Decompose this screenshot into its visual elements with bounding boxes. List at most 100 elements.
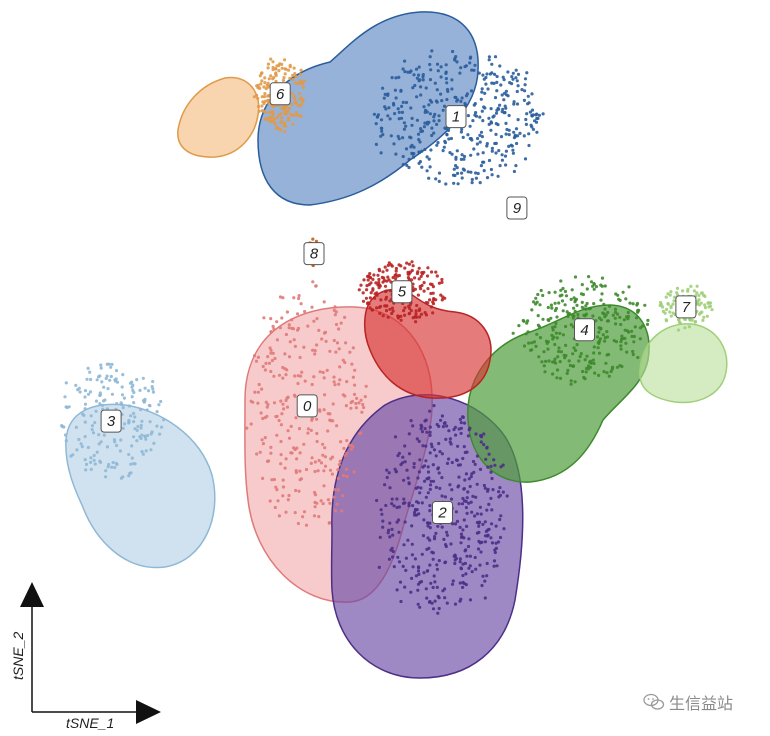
cluster-3-point bbox=[79, 442, 83, 446]
cluster-0-point bbox=[287, 326, 291, 330]
cluster-0-point bbox=[264, 361, 268, 365]
cluster-5-point bbox=[369, 291, 373, 295]
cluster-0-point bbox=[335, 341, 340, 345]
cluster-0-point bbox=[315, 417, 319, 421]
cluster-2-point bbox=[438, 450, 442, 454]
cluster-2-point bbox=[461, 580, 465, 585]
cluster-4-point bbox=[630, 329, 634, 333]
cluster-0-point bbox=[362, 405, 366, 410]
cluster-2-point bbox=[442, 421, 446, 425]
cluster-1-point bbox=[482, 169, 486, 173]
cluster-0-point bbox=[321, 502, 325, 506]
cluster-6-point bbox=[275, 125, 280, 129]
cluster-1-point bbox=[387, 106, 391, 110]
cluster-2-point bbox=[417, 439, 421, 443]
cluster-3-point bbox=[110, 362, 114, 366]
cluster-2-point bbox=[483, 534, 488, 538]
cluster-2-point bbox=[461, 415, 465, 419]
cluster-1-point bbox=[473, 63, 477, 67]
cluster-1-point bbox=[386, 93, 390, 97]
cluster-2-point bbox=[417, 572, 421, 577]
cluster-6-point bbox=[261, 100, 265, 104]
cluster-2-point bbox=[412, 462, 416, 466]
cluster-0-point bbox=[280, 412, 284, 416]
cluster-1-point bbox=[380, 129, 384, 133]
cluster-2-point bbox=[422, 518, 426, 522]
cluster-0-point bbox=[306, 427, 310, 431]
cluster-3-point bbox=[146, 389, 151, 393]
cluster-7-point bbox=[675, 291, 679, 295]
cluster-6-point bbox=[280, 62, 284, 66]
cluster-0-point bbox=[347, 443, 351, 447]
cluster-2-point bbox=[482, 443, 486, 447]
cluster-2-point bbox=[487, 502, 491, 506]
cluster-0-point bbox=[298, 478, 302, 482]
cluster-3-label: 3 bbox=[100, 409, 122, 433]
cluster-3-point bbox=[114, 369, 119, 373]
cluster-4-point bbox=[591, 314, 595, 318]
cluster-3-point bbox=[121, 475, 125, 479]
cluster-1-point bbox=[433, 112, 437, 116]
cluster-2-point bbox=[437, 559, 441, 563]
cluster-5-point bbox=[371, 288, 375, 292]
cluster-1-point bbox=[516, 118, 520, 122]
cluster-0-point bbox=[269, 330, 273, 334]
cluster-2-point bbox=[416, 602, 420, 606]
cluster-2-point bbox=[449, 497, 454, 501]
cluster-3-point bbox=[141, 452, 145, 456]
cluster-1-point bbox=[436, 141, 440, 145]
cluster-1-point bbox=[460, 127, 464, 131]
cluster-4-point bbox=[622, 318, 627, 322]
cluster-0-point bbox=[313, 460, 317, 464]
watermark: 生信益站 bbox=[643, 690, 733, 714]
cluster-0-point bbox=[311, 348, 315, 352]
cluster-1-point bbox=[525, 112, 529, 116]
cluster-1-point bbox=[417, 79, 421, 83]
cluster-0-point bbox=[351, 375, 355, 379]
cluster-2-point bbox=[428, 509, 432, 513]
cluster-2-point bbox=[402, 497, 406, 501]
cluster-4-point bbox=[618, 298, 622, 302]
cluster-3-point bbox=[133, 427, 137, 431]
cluster-7-point bbox=[684, 317, 688, 321]
cluster-3-point bbox=[158, 432, 162, 436]
cluster-4-point bbox=[570, 288, 574, 292]
cluster-1-point bbox=[506, 70, 510, 74]
cluster-0-point bbox=[273, 505, 277, 510]
cluster-4-point bbox=[544, 339, 549, 343]
cluster-6-point bbox=[281, 78, 285, 83]
cluster-0-point bbox=[338, 459, 342, 463]
cluster-5-point bbox=[419, 274, 423, 278]
cluster-2-point bbox=[494, 541, 498, 545]
cluster-0-point bbox=[290, 326, 294, 330]
cluster-0-point bbox=[261, 364, 265, 369]
cluster-4-point bbox=[624, 297, 628, 301]
cluster-2-point bbox=[404, 556, 408, 560]
cluster-1-point bbox=[460, 96, 464, 100]
y-axis-arrowhead bbox=[20, 582, 44, 607]
cluster-4-point bbox=[569, 382, 573, 386]
cluster-0-point bbox=[287, 323, 291, 327]
cluster-2-point bbox=[428, 430, 432, 434]
cluster-4-point bbox=[572, 296, 576, 300]
cluster-4-point bbox=[631, 302, 635, 306]
cluster-2-point bbox=[401, 455, 405, 459]
cluster-3-point bbox=[155, 410, 159, 414]
cluster-2-point bbox=[394, 470, 398, 474]
cluster-1-point bbox=[512, 136, 517, 140]
cluster-6-point bbox=[283, 130, 287, 134]
cluster-1-point bbox=[408, 135, 412, 139]
cluster-5-point bbox=[381, 280, 385, 284]
cluster-1-point bbox=[430, 126, 434, 130]
cluster-4-point bbox=[618, 364, 622, 368]
cluster-2-point bbox=[387, 471, 391, 475]
cluster-2-point bbox=[474, 432, 478, 436]
cluster-1-point bbox=[382, 96, 386, 100]
cluster-0-point bbox=[343, 360, 347, 365]
cluster-7-point bbox=[659, 302, 663, 307]
cluster-2-point bbox=[465, 511, 469, 515]
cluster-4-point bbox=[583, 314, 587, 318]
cluster-1-point bbox=[445, 132, 449, 136]
cluster-3-point bbox=[98, 393, 102, 397]
cluster-7-point bbox=[689, 284, 693, 288]
